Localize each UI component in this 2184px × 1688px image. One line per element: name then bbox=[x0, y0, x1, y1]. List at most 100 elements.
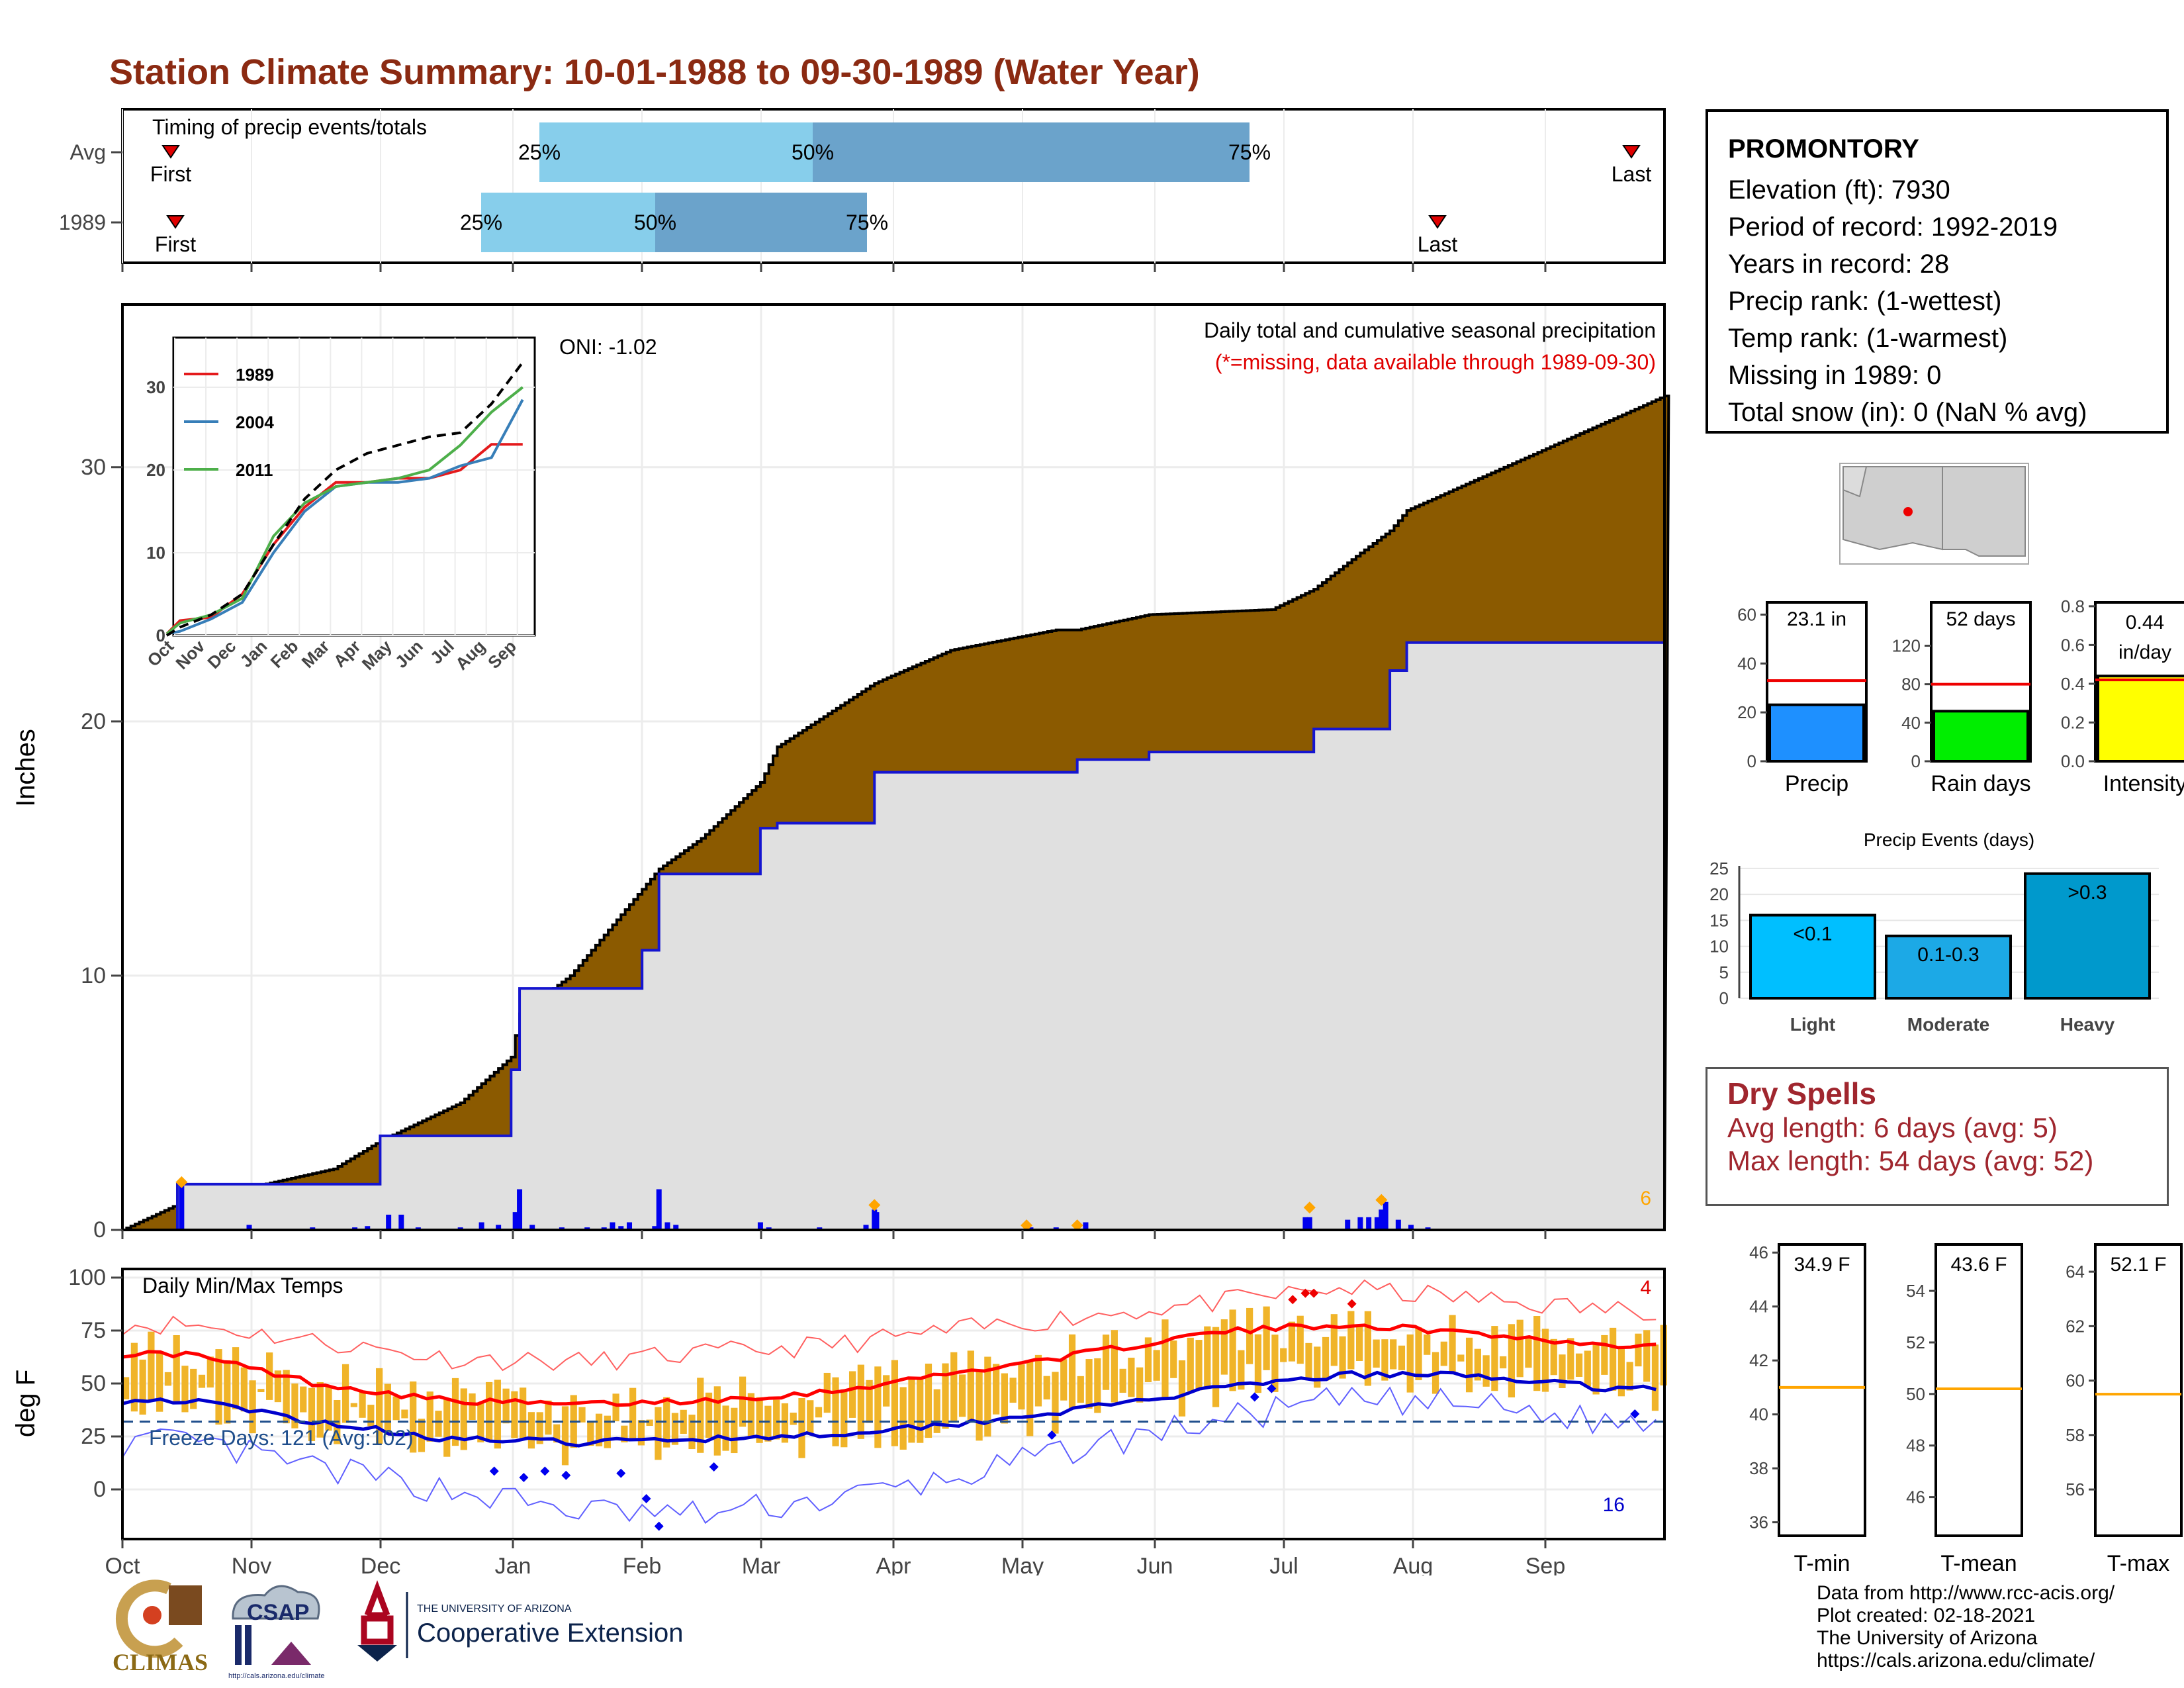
map-new-mexico bbox=[1942, 466, 2026, 557]
daily-precip-bar bbox=[757, 1222, 763, 1230]
daily-temp-bar bbox=[1398, 1345, 1406, 1370]
daily-temp-bar bbox=[384, 1383, 391, 1436]
gauge-value-bar bbox=[1768, 703, 1865, 763]
average-max-line bbox=[122, 1323, 1657, 1407]
inset-y-tick-label: 20 bbox=[146, 460, 165, 480]
info-line-years: Years in record: 28 bbox=[1728, 250, 1950, 279]
daily-temp-bar bbox=[1449, 1315, 1456, 1374]
daily-temp-bar bbox=[967, 1350, 974, 1423]
daily-temp-bar bbox=[883, 1375, 890, 1407]
precip-events-title: Precip Events (days) bbox=[1864, 829, 2034, 850]
inset-legend-label: 2011 bbox=[236, 460, 273, 480]
daily-temp-bar bbox=[1229, 1309, 1236, 1391]
daily-temp-bar bbox=[502, 1388, 510, 1424]
daily-temp-bar bbox=[604, 1415, 611, 1448]
dry-spells-max: Max length: 54 days (avg: 52) bbox=[1727, 1145, 2094, 1176]
info-line-missing: Missing in 1989: 0 bbox=[1728, 361, 1942, 390]
daily-temp-bar bbox=[587, 1421, 594, 1446]
temp-panel-label: Daily Min/Max Temps bbox=[142, 1274, 343, 1297]
temp-y-tick-label: 100 bbox=[68, 1265, 106, 1290]
daily-temp-bar bbox=[257, 1389, 265, 1393]
daily-temp-bar bbox=[215, 1349, 222, 1425]
daily-temp-bar bbox=[181, 1366, 189, 1413]
daily-temp-bar bbox=[807, 1400, 814, 1434]
quartile-75-label: 75% bbox=[1228, 140, 1271, 164]
inset-series-line bbox=[165, 443, 523, 635]
record-low-marker bbox=[561, 1470, 571, 1480]
daily-temp-bar bbox=[527, 1412, 535, 1449]
daily-precip-bar bbox=[656, 1189, 662, 1230]
daily-temp-bar bbox=[1246, 1307, 1253, 1364]
daily-precip-bar bbox=[1302, 1217, 1308, 1230]
record-high-marker bbox=[1309, 1288, 1319, 1298]
info-line-elevation: Elevation (ft): 7930 bbox=[1728, 175, 1950, 205]
gauge-value-text: 23.1 in bbox=[1787, 608, 1846, 630]
daily-temp-bar bbox=[815, 1407, 823, 1418]
precip-event-bar-label: 0.1-0.3 bbox=[1917, 944, 1979, 966]
gauge-tick-label: 0.2 bbox=[2061, 712, 2085, 732]
daily-temp-bar bbox=[747, 1393, 754, 1436]
daily-temp-bar bbox=[688, 1415, 696, 1450]
precip-event-bar-label: >0.3 bbox=[2068, 882, 2107, 904]
quartile-25-label: 25% bbox=[518, 140, 561, 164]
gauge-tick-label: 40 bbox=[1737, 653, 1756, 673]
oni-value: ONI: -1.02 bbox=[559, 335, 657, 359]
daily-temp-bar bbox=[874, 1366, 882, 1448]
daily-temp-bar bbox=[1043, 1376, 1050, 1400]
daily-temp-bar bbox=[1533, 1315, 1541, 1391]
precip-y-tick-label: 0 bbox=[93, 1217, 106, 1243]
daily-temp-bar bbox=[1651, 1344, 1659, 1411]
temp-gauge-tick-label: 46 bbox=[1906, 1487, 1925, 1507]
daily-precip-bar bbox=[365, 1226, 371, 1230]
temp-gauge-label: T-min bbox=[1794, 1551, 1850, 1576]
daily-temp-bar bbox=[350, 1403, 357, 1407]
daily-precip-bar bbox=[512, 1212, 518, 1230]
daily-temp-bar bbox=[1559, 1354, 1566, 1389]
quartile-75-label: 75% bbox=[846, 211, 888, 234]
daily-precip-bar bbox=[529, 1225, 535, 1230]
info-line-precip-rank: Precip rank: (1-wettest) bbox=[1728, 287, 2002, 316]
daily-temp-bar bbox=[1339, 1336, 1346, 1379]
daily-temp-bar bbox=[376, 1368, 383, 1444]
daily-precip-bar bbox=[1306, 1217, 1312, 1230]
precip-events-tick-label: 0 bbox=[1719, 988, 1729, 1008]
precip-y-tick-label: 20 bbox=[81, 709, 106, 734]
precip-y-tick-label: 30 bbox=[81, 455, 106, 480]
record-low-marker bbox=[641, 1494, 651, 1503]
temp-gauge-frame bbox=[2094, 1243, 2183, 1537]
daily-precip-bar bbox=[618, 1226, 624, 1230]
daily-temp-bar bbox=[1482, 1355, 1490, 1387]
daily-temp-bar bbox=[477, 1403, 484, 1442]
daily-temp-bar bbox=[1330, 1314, 1338, 1366]
daily-temp-bar bbox=[1550, 1338, 1557, 1376]
temp-gauge-tick-label: 42 bbox=[1749, 1350, 1768, 1370]
daily-temp-bar bbox=[485, 1382, 493, 1442]
daily-temp-bar bbox=[1474, 1348, 1481, 1381]
daily-temp-bar bbox=[655, 1407, 662, 1460]
gauge-value-text: 0.44 bbox=[2126, 612, 2164, 633]
daily-temp-bar bbox=[1516, 1319, 1524, 1378]
daily-temp-bar bbox=[984, 1356, 991, 1437]
record-low-marker bbox=[709, 1462, 719, 1472]
daily-precip-bar bbox=[179, 1184, 185, 1230]
daily-temp-bar bbox=[1364, 1311, 1371, 1386]
daily-temp-bar bbox=[392, 1396, 400, 1421]
csap-logo: CSAP http://cals.arizona.edu/climate bbox=[228, 1585, 325, 1680]
temp-gauge-label: T-mean bbox=[1940, 1551, 2017, 1576]
daily-temp-bar bbox=[1102, 1335, 1110, 1390]
daily-temp-bar bbox=[1643, 1330, 1651, 1382]
inset-frame bbox=[172, 336, 536, 637]
daily-temp-bar bbox=[798, 1398, 805, 1458]
daily-temp-bar bbox=[1601, 1335, 1608, 1375]
inset-series-line bbox=[165, 361, 524, 637]
daily-precip-bar bbox=[1408, 1225, 1414, 1230]
precip-caption: Daily total and cumulative seasonal prec… bbox=[1204, 318, 1656, 342]
extreme-event-marker bbox=[1021, 1219, 1033, 1232]
temp-gauge-frame bbox=[1778, 1243, 1866, 1537]
daily-temp-bar bbox=[958, 1374, 966, 1417]
daily-temp-bar bbox=[705, 1392, 713, 1438]
temp-gauge-label: T-max bbox=[2107, 1551, 2169, 1576]
precip-y-axis-label: Inches bbox=[11, 729, 40, 807]
daily-precip-bar bbox=[1083, 1222, 1089, 1230]
precip-events-tick-label: 20 bbox=[1709, 884, 1729, 904]
